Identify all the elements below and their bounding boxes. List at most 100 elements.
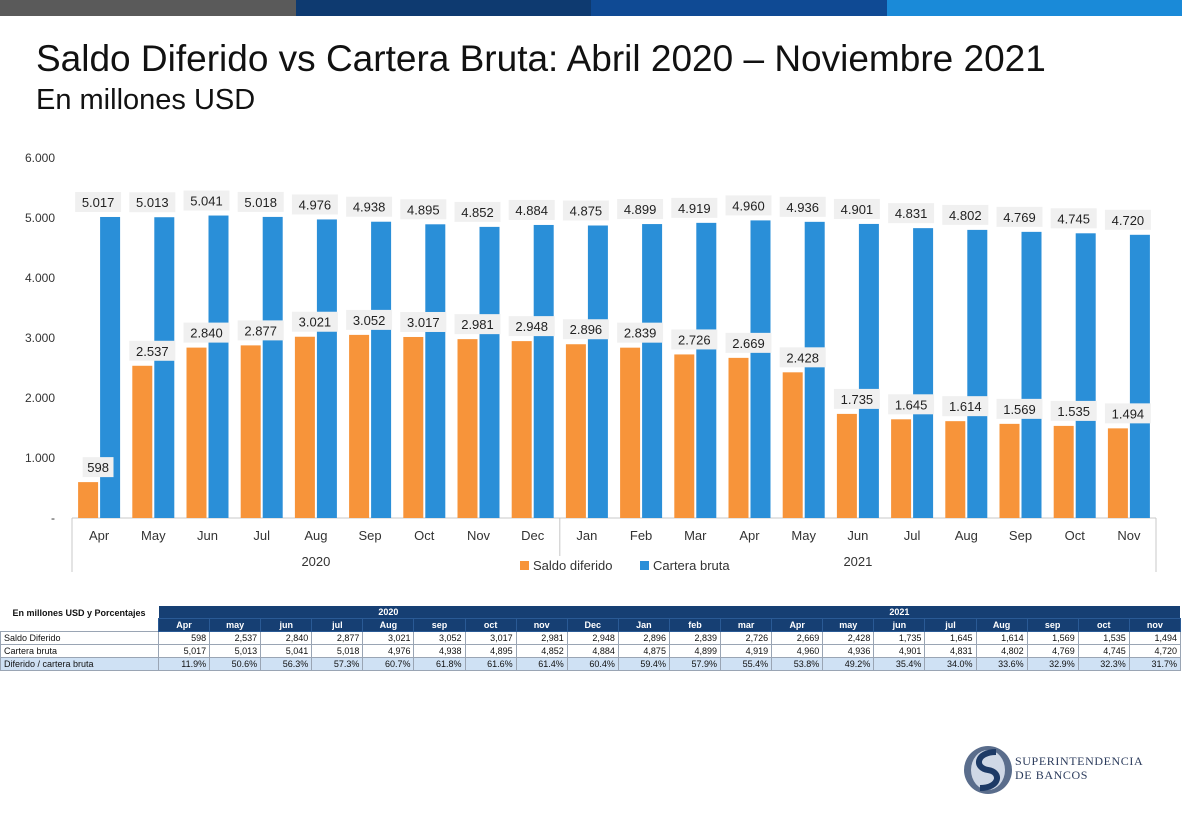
table-cell: 57.9% (668, 657, 722, 671)
bar-saldo-diferido (945, 421, 966, 518)
table-cell: 4,976 (362, 644, 415, 658)
table-cell: 5,018 (311, 644, 364, 658)
table-cell: 4,938 (413, 644, 466, 658)
top-accent-bar (0, 0, 1182, 16)
table-cell: 4,895 (464, 644, 517, 658)
data-label-saldo-bg (82, 457, 114, 478)
table-cell: 2,981 (515, 631, 568, 645)
table-cell: 31.7% (1128, 657, 1181, 671)
bar-saldo-diferido (620, 347, 641, 518)
bar-cartera-bruta (100, 216, 121, 518)
table-cell: 1,535 (1077, 631, 1130, 645)
data-label-saldo-bg (671, 329, 718, 350)
bar-saldo-diferido (294, 336, 315, 518)
data-label-cartera-bg (562, 200, 609, 221)
table-cell: 4,875 (617, 644, 670, 658)
table-corner-month (1, 619, 159, 632)
data-label-saldo-bg (888, 394, 935, 415)
data-label-cartera-bg (129, 192, 176, 213)
data-label-cartera: 4.895 (407, 202, 440, 217)
table-month-header: Aug (362, 618, 415, 632)
x-tick-label: Jun (197, 528, 218, 543)
table-cell: 4,720 (1128, 644, 1181, 658)
table-month-header: sep (1026, 618, 1079, 632)
data-label-cartera: 4.976 (299, 197, 332, 212)
table-cell: 2,537 (209, 631, 262, 645)
table-cell: 2,839 (668, 631, 722, 645)
table-cell: 4,769 (1026, 644, 1079, 658)
table-cell: 2,896 (617, 631, 670, 645)
accent-segment-3 (591, 0, 887, 16)
y-tick-label: 1.000 (25, 451, 55, 465)
y-tick-label: 5.000 (25, 211, 55, 225)
table-cell: 4,745 (1077, 644, 1130, 658)
table-row: Saldo Diferido 598 2,537 2,840 2,877 3,021 3,0… (0, 631, 1181, 645)
table-row-label: Saldo Diferido (0, 631, 159, 645)
table-caption: En millones USD y Porcentajes (12, 608, 146, 618)
data-label-saldo: 1.569 (1003, 402, 1036, 417)
bar-cartera-bruta (316, 219, 337, 518)
legend-swatch-saldo (520, 561, 529, 570)
data-label-saldo: 2.669 (732, 336, 765, 351)
bar-cartera-bruta (913, 228, 934, 518)
data-label-saldo: 1.735 (841, 392, 874, 407)
bar-cartera-bruta (967, 229, 988, 518)
table-month-header: sep (413, 618, 466, 632)
data-label-saldo: 1.494 (1112, 406, 1145, 421)
x-tick-label: Mar (684, 528, 707, 543)
bar-saldo-diferido (836, 413, 857, 518)
table-month-header: jun (873, 618, 926, 632)
data-label-saldo: 2.948 (515, 319, 548, 334)
table-month-header: Aug (975, 618, 1028, 632)
data-label-cartera: 4.936 (786, 200, 819, 215)
data-label-cartera: 5.041 (190, 194, 223, 209)
bar-cartera-bruta (642, 224, 663, 518)
data-label-saldo-bg (454, 314, 501, 335)
y-tick-label: 4.000 (25, 271, 55, 285)
data-label-cartera: 4.960 (732, 198, 765, 213)
table-cell: 2,726 (720, 631, 773, 645)
y-tick-label: 6.000 (25, 151, 55, 165)
table-cell: 33.6% (975, 657, 1028, 671)
table-cell: 57.3% (311, 657, 364, 671)
table-month-header: may (209, 618, 262, 632)
table-year-2020: 2020 (158, 606, 619, 619)
bar-cartera-bruta (371, 221, 392, 518)
bar-saldo-diferido (891, 419, 912, 518)
bar-saldo-diferido (782, 372, 803, 518)
bar-cartera-bruta (1129, 234, 1150, 519)
data-label-cartera-bg (996, 206, 1043, 227)
logo-line-1: SUPERINTENDENCIA (1015, 754, 1144, 768)
table-corner (1, 606, 159, 619)
data-label-cartera: 4.919 (678, 201, 711, 216)
table-cell: 4,884 (566, 644, 619, 658)
data-label-saldo-bg (617, 322, 664, 343)
bar-cartera-bruta (750, 220, 771, 518)
table-cell: 53.8% (771, 657, 824, 671)
y-tick-label: 3.000 (25, 331, 55, 345)
table-month-header: Apr (771, 618, 824, 632)
bar-saldo-diferido (457, 339, 478, 518)
table-cell: 49.2% (822, 657, 875, 671)
data-label-saldo-bg (237, 320, 284, 341)
data-label-cartera-bg (237, 191, 284, 212)
data-label-cartera-bg (888, 203, 935, 224)
data-label-saldo-bg (400, 311, 447, 332)
data-label-saldo: 3.017 (407, 315, 440, 330)
data-label-saldo-bg (833, 388, 880, 409)
data-label-cartera-bg (1104, 209, 1151, 230)
accent-segment-2 (295, 0, 591, 16)
table-cell: 598 (157, 631, 211, 645)
bar-saldo-diferido (78, 482, 99, 518)
bar-cartera-bruta (696, 222, 717, 519)
bar-cartera-bruta (1021, 231, 1042, 519)
data-label-saldo: 598 (87, 460, 109, 475)
data-label-saldo: 1.614 (949, 399, 982, 414)
table-cell: 60.7% (362, 657, 415, 671)
data-label-saldo: 2.896 (570, 322, 603, 337)
table-row-label: Cartera bruta (0, 644, 159, 658)
logo-line-2: DE BANCOS (1015, 768, 1089, 782)
data-label-cartera: 5.017 (82, 195, 115, 210)
data-label-saldo-bg (725, 332, 772, 353)
table-cell: 3,052 (413, 631, 466, 645)
